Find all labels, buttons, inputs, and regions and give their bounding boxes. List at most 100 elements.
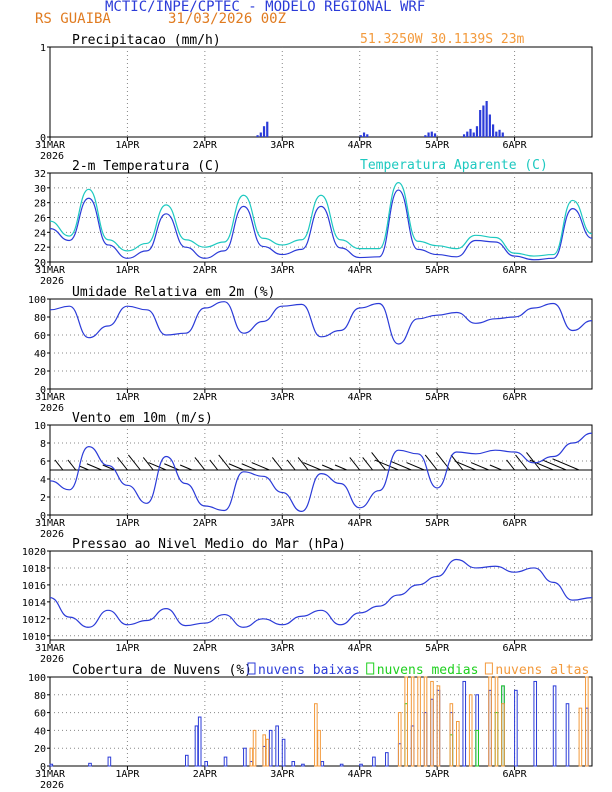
pressure-frame — [49, 550, 593, 641]
wind-xtick-label: 4APR — [348, 518, 373, 529]
wind-barb — [406, 462, 425, 471]
wind-barb — [209, 459, 219, 471]
clouds-bar — [317, 729, 321, 767]
wind-barb — [542, 459, 567, 471]
precip-bar — [485, 101, 488, 137]
wind-series-line — [49, 432, 593, 513]
wind-barb — [67, 459, 77, 471]
humidity-xtick-label: 4APR — [348, 392, 373, 403]
cloud-legend-swatch — [366, 662, 375, 675]
temperature-legend: Temperatura Aparente (C) — [360, 158, 548, 173]
precip-ytick-label: 1 — [40, 43, 46, 54]
wind-xtick-label: 2APR — [193, 518, 218, 529]
clouds-bar — [197, 716, 202, 767]
clouds-xtick-label: 1APR — [115, 769, 140, 780]
pressure-series-line — [49, 558, 593, 628]
humidity-year-label: 2026 — [40, 403, 64, 414]
clouds-bar — [275, 725, 279, 767]
precip-xtick-label: 5APR — [425, 140, 450, 151]
temperature-xtick-label: 6APR — [503, 265, 528, 276]
clouds-bar — [281, 738, 286, 767]
clouds-ytick-label: 60 — [34, 709, 46, 720]
humidity-ytick-label: 0 — [40, 385, 46, 396]
wind-barb — [117, 457, 128, 471]
clouds-bar — [243, 747, 247, 767]
pressure-ytick-label: 1016 — [22, 581, 46, 592]
cloud-legend-swatch — [247, 662, 256, 675]
wind-xtick-label: 3APR — [270, 518, 295, 529]
humidity-frame — [49, 298, 593, 390]
clouds-bar — [449, 703, 454, 767]
temperature-xtick-label: 4APR — [348, 265, 373, 276]
clouds-bar — [565, 703, 570, 767]
wind-barb — [228, 463, 244, 471]
clouds-bar — [252, 729, 257, 767]
clouds-bar — [320, 761, 325, 767]
precip-bar — [491, 124, 495, 137]
pressure-xtick-label: 5APR — [425, 643, 450, 654]
temperature-ytick-label: 32 — [34, 169, 46, 180]
clouds-xtick-label: 3APR — [270, 769, 295, 780]
clouds-bar — [475, 729, 479, 767]
clouds-bar — [107, 756, 112, 767]
precip-bar — [266, 121, 269, 137]
wind-barb — [334, 464, 348, 471]
run-time-label: 31/03/2026 00Z — [168, 11, 287, 27]
wind-barb — [321, 464, 335, 471]
wind-ytick-label: 6 — [40, 457, 46, 468]
pressure-xtick-label: 31MAR — [35, 643, 66, 654]
precip-ytick-label: 0 — [40, 133, 46, 144]
wind-barb — [455, 460, 477, 471]
wind-barb — [79, 465, 89, 471]
humidity-xtick-label: 6APR — [503, 392, 528, 403]
clouds-xtick-label: 5APR — [425, 769, 450, 780]
precip-bar — [501, 132, 504, 137]
clouds-bar — [291, 761, 296, 767]
precip-bar — [495, 131, 498, 137]
humidity-xtick-label: 5APR — [425, 392, 450, 403]
precip-bar — [259, 132, 262, 137]
temperature-series-line — [49, 182, 593, 257]
pressure-year-label: 2026 — [40, 654, 64, 665]
clouds-bar — [488, 676, 492, 767]
temperature-ytick-label: 22 — [34, 243, 46, 254]
clouds-ytick-label: 40 — [34, 726, 46, 737]
clouds-bar — [301, 763, 305, 767]
wind-barb — [194, 457, 206, 471]
clouds-bar — [436, 685, 441, 767]
pressure-xtick-label: 4APR — [348, 643, 373, 654]
wind-xtick-label: 6APR — [503, 518, 528, 529]
wind-barb — [362, 457, 374, 471]
clouds-ytick-label: 100 — [28, 673, 46, 684]
clouds-bar — [552, 685, 557, 767]
cloud-legend-swatch — [484, 662, 493, 675]
precip-bar — [359, 135, 362, 137]
precip-xtick-label: 2APR — [193, 140, 218, 151]
temperature-title: 2-m Temperatura (C) — [72, 159, 221, 174]
precip-bar — [427, 132, 430, 137]
wind-ytick-label: 4 — [40, 475, 46, 486]
clouds-bar — [88, 762, 92, 767]
humidity-xtick-label: 3APR — [270, 392, 295, 403]
wind-barb — [271, 457, 283, 471]
clouds-bar — [417, 676, 421, 767]
wind-barb — [390, 460, 412, 471]
temperature-xtick-label: 31MAR — [35, 265, 66, 276]
clouds-bar — [578, 707, 583, 767]
precip-bar — [472, 132, 475, 137]
precip-frame — [49, 46, 593, 138]
wind-xtick-label: 31MAR — [35, 518, 66, 529]
temperature-year-label: 2026 — [40, 276, 64, 287]
precip-bar — [482, 105, 485, 137]
clouds-title: Cobertura de Nuvens (%) — [72, 663, 252, 678]
clouds-bar — [423, 676, 428, 767]
wind-barb — [179, 464, 193, 471]
precip-year-label: 2026 — [40, 151, 64, 162]
wind-barb — [128, 454, 141, 471]
clouds-bar — [194, 725, 199, 767]
humidity-ytick-label: 40 — [34, 349, 46, 360]
pressure-xtick-label: 6APR — [503, 643, 528, 654]
clouds-ytick-label: 80 — [34, 691, 46, 702]
wind-barb — [251, 462, 270, 471]
clouds-bar — [223, 756, 228, 767]
